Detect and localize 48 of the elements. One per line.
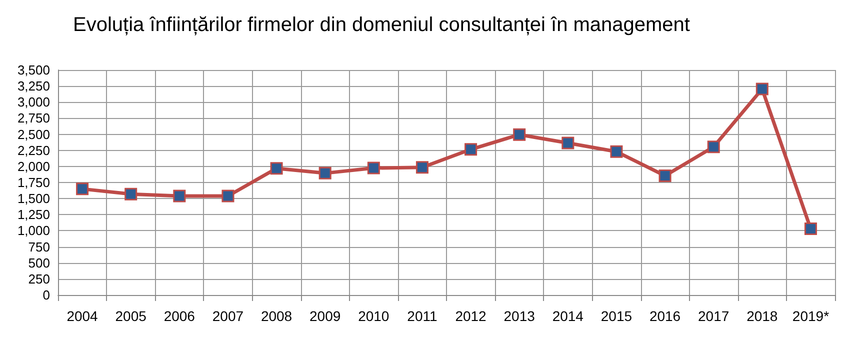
point [76, 182, 89, 196]
x-tick-label: 2019* [792, 308, 830, 324]
x-tick-label: 2016 [649, 308, 681, 324]
point [222, 190, 234, 202]
x-tick-label: 2013 [504, 308, 536, 324]
x-tick-label: 2007 [212, 308, 244, 324]
x-tick-label: 2008 [260, 308, 292, 324]
x-tick-label: 2018 [746, 308, 778, 324]
y-tick-label: 3,500 [17, 62, 50, 78]
point [270, 162, 283, 175]
y-tick-label: 1,500 [17, 191, 50, 206]
y-tick-label: 1,250 [17, 207, 50, 222]
point [707, 140, 720, 154]
x-tick-label: 2004 [66, 308, 98, 324]
y-tick-label: 2,750 [17, 110, 50, 126]
x-tick-label: 2010 [358, 308, 390, 324]
point [756, 82, 768, 96]
chart-title: Evoluția înființărilor firmelor din domeniul consultanței în management [73, 14, 690, 36]
point [416, 161, 428, 174]
point [173, 190, 186, 202]
y-tick-label: 2,250 [17, 142, 50, 158]
x-tick-label: 2017 [698, 308, 730, 324]
x-tick-label: 2011 [407, 308, 438, 324]
point [124, 188, 138, 200]
x-tick-label: 2012 [455, 308, 487, 324]
x-tick-label: 2015 [600, 308, 632, 324]
x-tick-label: 2006 [164, 308, 196, 324]
x-tick-label: 2009 [310, 308, 341, 324]
y-tick-label: 2,000 [17, 158, 50, 174]
point [804, 222, 817, 236]
point [562, 136, 574, 150]
y-tick-label: 750 [28, 239, 50, 254]
y-tick-label: 0 [42, 288, 50, 302]
point [658, 170, 672, 182]
point [318, 166, 332, 180]
y-tick-label: 1,000 [17, 223, 50, 238]
y-tick-label: 500 [28, 255, 50, 270]
point [513, 128, 526, 141]
point [367, 162, 380, 174]
y-tick-label: 2,500 [17, 126, 50, 142]
y-tick-label: 3,000 [17, 94, 50, 110]
x-tick-label: 2005 [115, 308, 147, 324]
y-tick-label: 1,750 [17, 175, 50, 190]
point [610, 145, 623, 158]
x-tick-label: 2014 [552, 308, 584, 324]
point [464, 143, 478, 156]
y-tick-label: 250 [28, 271, 50, 286]
y-tick-label: 3,250 [17, 78, 50, 94]
